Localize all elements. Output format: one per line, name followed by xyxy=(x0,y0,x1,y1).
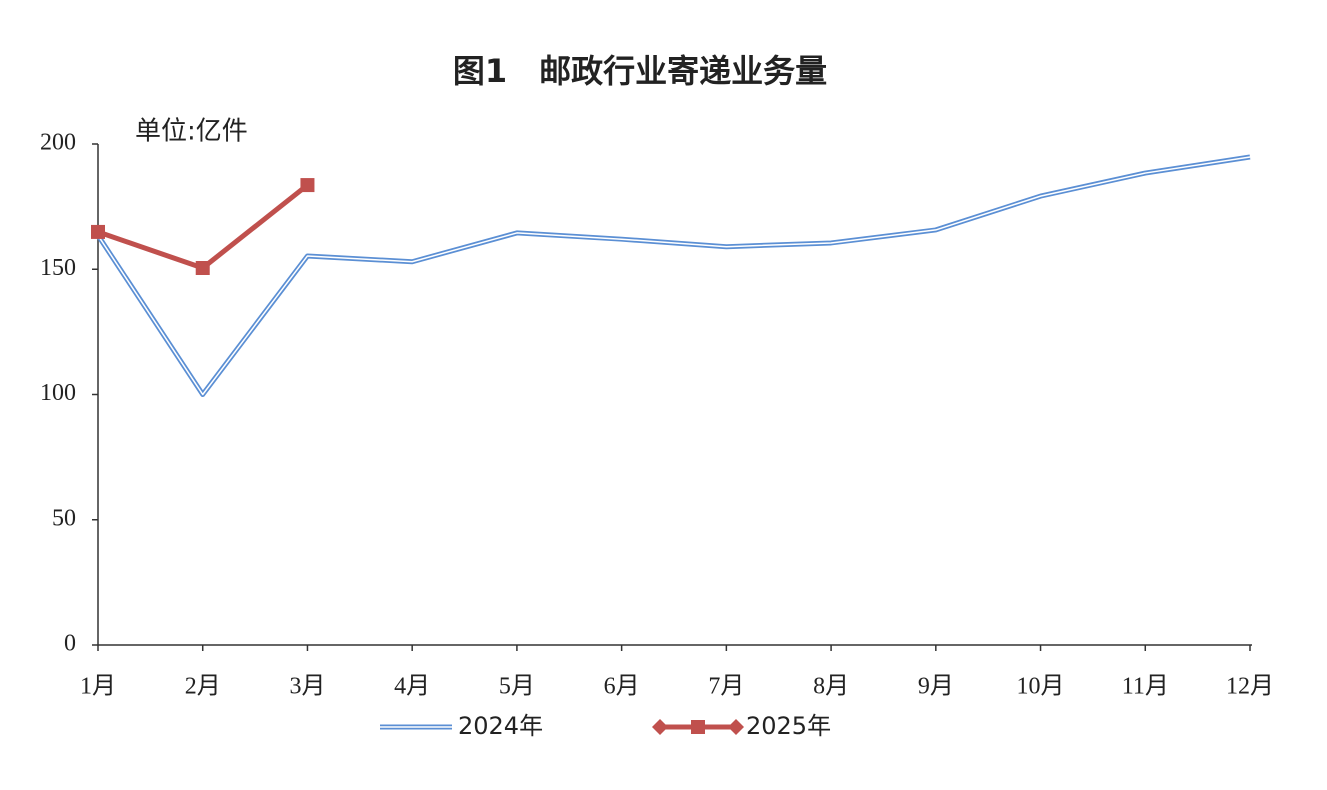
x-tick-label: 3月 xyxy=(289,674,325,700)
point-marker xyxy=(91,224,105,239)
chart-title: 图1 邮政行业寄递业务量 xyxy=(453,52,827,90)
y-tick-label: 100 xyxy=(40,380,76,406)
x-tick-label: 1月 xyxy=(80,674,116,700)
y-tick-label: 50 xyxy=(52,505,76,531)
y-tick-label: 150 xyxy=(40,255,76,281)
legend-diamond xyxy=(652,719,668,735)
y-tick-label: 0 xyxy=(64,631,76,657)
unit-label: 单位:亿件 xyxy=(135,117,248,147)
x-tick-label: 11月 xyxy=(1122,674,1169,700)
x-tick-label: 4月 xyxy=(394,674,430,700)
x-tick-label: 8月 xyxy=(813,674,849,700)
y-tick-label: 200 xyxy=(40,130,76,156)
legend-square xyxy=(691,720,705,734)
legend-diamond xyxy=(728,719,744,735)
x-tick-label: 6月 xyxy=(604,674,640,700)
x-tick-label: 5月 xyxy=(499,674,535,700)
x-tick-label: 2月 xyxy=(185,674,221,700)
x-tick-label: 10月 xyxy=(1017,674,1065,700)
legend-label: 2025年 xyxy=(746,712,831,740)
legend-label: 2024年 xyxy=(458,712,543,740)
series-line xyxy=(97,183,310,271)
series-line xyxy=(95,154,1251,397)
x-tick-label: 12月 xyxy=(1226,674,1274,700)
series-line-highlight xyxy=(97,156,1251,396)
point-marker xyxy=(300,178,315,193)
x-tick-label: 9月 xyxy=(918,674,954,700)
point-marker xyxy=(195,260,210,275)
x-tick-label: 7月 xyxy=(708,674,744,700)
